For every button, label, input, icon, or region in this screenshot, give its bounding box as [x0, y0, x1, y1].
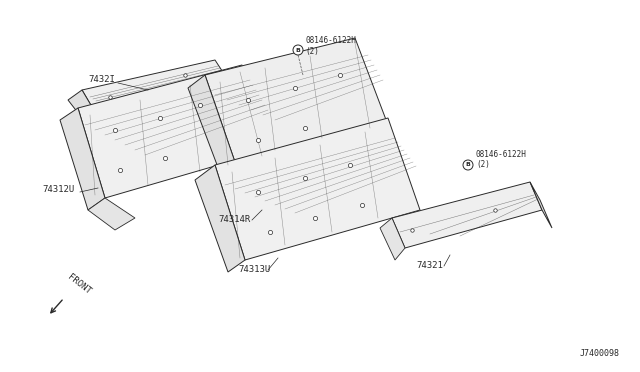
Polygon shape	[78, 65, 270, 198]
Text: 08146-6122H: 08146-6122H	[305, 36, 356, 45]
Polygon shape	[215, 118, 420, 260]
Text: 74321: 74321	[416, 261, 443, 270]
Circle shape	[293, 45, 303, 55]
Polygon shape	[530, 182, 552, 228]
Polygon shape	[195, 165, 245, 272]
Text: 74312U: 74312U	[42, 185, 74, 194]
Text: 74313U: 74313U	[238, 265, 270, 274]
Text: 7432I: 7432I	[88, 75, 115, 84]
Polygon shape	[60, 108, 105, 210]
Text: J7400098: J7400098	[580, 349, 620, 358]
Polygon shape	[205, 38, 388, 162]
Text: (2): (2)	[305, 47, 319, 56]
Polygon shape	[82, 60, 228, 112]
Text: B: B	[465, 163, 470, 167]
Text: 08146-6122H: 08146-6122H	[476, 150, 527, 159]
Polygon shape	[188, 75, 235, 178]
Text: 74314R: 74314R	[218, 215, 250, 224]
Polygon shape	[68, 90, 95, 118]
Text: FRONT: FRONT	[66, 272, 93, 296]
Polygon shape	[380, 218, 405, 260]
Circle shape	[463, 160, 473, 170]
Polygon shape	[88, 198, 135, 230]
Polygon shape	[392, 182, 542, 248]
Text: B: B	[296, 48, 300, 52]
Text: (2): (2)	[476, 160, 490, 169]
